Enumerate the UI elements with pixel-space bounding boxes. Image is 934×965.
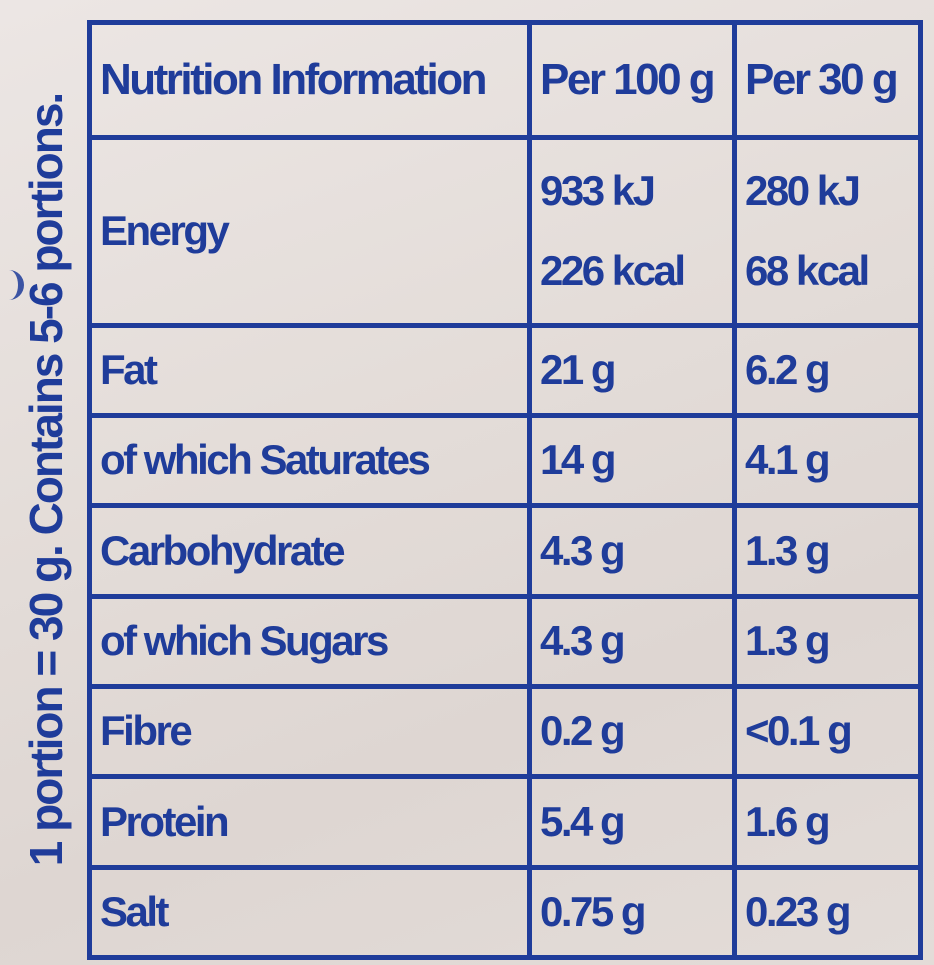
header-label: Nutrition Information [87, 19, 532, 141]
row-per-30g: 4.1 g [732, 412, 923, 509]
row-label: Protein [87, 774, 532, 870]
table-row: Fibre 0.2 g <0.1 g [87, 683, 923, 780]
row-per-30g: 1.3 g [732, 593, 923, 689]
row-per-100g: 4.3 g [527, 593, 737, 689]
table-row: Fat 21 g 6.2 g [87, 322, 923, 418]
energy-per-30g-cell: 280 kJ 68 kcal [732, 135, 923, 328]
energy-label: Energy [87, 135, 532, 328]
row-label: Fat [87, 322, 532, 418]
energy-per-100g-kj: 933 kJ [540, 167, 656, 215]
table-row: Protein 5.4 g 1.6 g [87, 774, 923, 870]
row-label: of which Sugars [87, 593, 532, 689]
row-per-100g: 21 g [527, 322, 737, 418]
row-label: Salt [87, 864, 532, 961]
table-row: Salt 0.75 g 0.23 g [87, 864, 923, 961]
row-per-100g: 5.4 g [527, 774, 737, 870]
energy-per-30g-kcal: 68 kcal [745, 247, 870, 295]
table-header-row: Nutrition Information Per 100 g Per 30 g [87, 19, 923, 141]
row-per-100g: 14 g [527, 412, 737, 509]
row-per-30g: 0.23 g [732, 864, 923, 961]
row-per-30g: 1.3 g [732, 503, 923, 599]
portion-note: 1 portion = 30 g. Contains 5-6 portions. [20, 93, 72, 867]
nutrition-table: Nutrition Information Per 100 g Per 30 g… [87, 19, 923, 961]
row-label: Fibre [87, 683, 532, 780]
table-row-energy: Energy 933 kJ 226 kcal 280 kJ 68 kcal [87, 135, 923, 328]
table-top-edge-fragment [80, 0, 934, 12]
row-label: Carbohydrate [87, 503, 532, 599]
partial-glyph-fragment [0, 270, 24, 300]
row-per-100g: 4.3 g [527, 503, 737, 599]
energy-per-100g-kcal: 226 kcal [540, 247, 686, 295]
header-per-30g: Per 30 g [732, 19, 923, 141]
energy-per-30g-kj: 280 kJ [745, 167, 861, 215]
row-per-100g: 0.2 g [527, 683, 737, 780]
table-row: of which Sugars 4.3 g 1.3 g [87, 593, 923, 689]
table-row: Carbohydrate 4.3 g 1.3 g [87, 503, 923, 599]
header-per-100g: Per 100 g [527, 19, 737, 141]
table-row: of which Saturates 14 g 4.1 g [87, 412, 923, 509]
energy-per-100g-cell: 933 kJ 226 kcal [527, 135, 737, 328]
row-per-30g: 6.2 g [732, 322, 923, 418]
row-per-100g: 0.75 g [527, 864, 737, 961]
row-label: of which Saturates [87, 412, 532, 509]
row-per-30g: <0.1 g [732, 683, 923, 780]
row-per-30g: 1.6 g [732, 774, 923, 870]
